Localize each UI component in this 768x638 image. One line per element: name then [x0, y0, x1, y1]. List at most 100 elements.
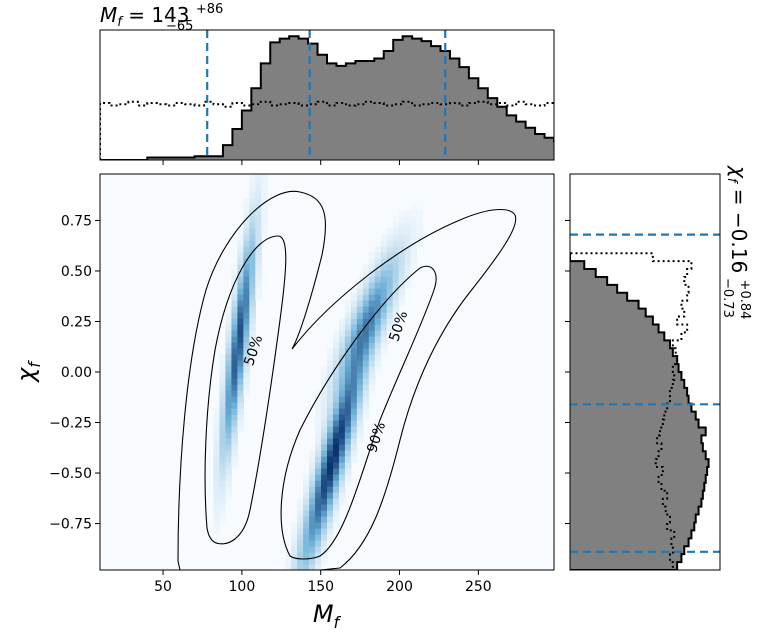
heatmap-cell — [332, 378, 340, 385]
heatmap-cell — [249, 228, 256, 235]
heatmap-cell — [237, 426, 244, 433]
heatmap-cell — [291, 528, 298, 535]
heatmap-cell — [237, 378, 244, 385]
heatmap-cell — [219, 498, 227, 505]
heatmap-cell — [303, 498, 310, 505]
heatmap-cell — [225, 486, 233, 493]
heatmap-cell — [321, 492, 328, 499]
heatmap-cell — [332, 522, 340, 529]
heatmap-cell — [332, 396, 340, 403]
heatmap-cell — [237, 252, 244, 259]
heatmap-cell — [410, 204, 418, 211]
heatmap-cell — [380, 294, 388, 301]
heatmap-cell — [362, 300, 370, 307]
heatmap-cell — [327, 360, 334, 367]
heatmap-cell — [303, 480, 310, 487]
right-posterior-fill — [570, 253, 709, 570]
heatmap-cell — [380, 264, 388, 271]
top-marginal-histogram — [100, 30, 554, 160]
heatmap-cell — [380, 324, 388, 331]
heatmap-cell — [332, 336, 340, 343]
heatmap-cell — [386, 306, 394, 313]
heatmap-cell — [213, 444, 221, 451]
heatmap-cell — [237, 228, 244, 235]
heatmap-cell — [321, 516, 328, 523]
heatmap-cell — [327, 384, 334, 391]
heatmap-cell — [315, 414, 322, 421]
heatmap-cell — [225, 354, 233, 361]
heatmap-cell — [213, 438, 221, 445]
heatmap-cell — [225, 390, 233, 397]
heatmap-cell — [392, 234, 400, 241]
heatmap-cell — [249, 294, 256, 301]
heatmap-cell — [231, 282, 238, 289]
heatmap-cell — [237, 402, 244, 409]
heatmap-cell — [219, 378, 227, 385]
heatmap-cell — [231, 402, 238, 409]
heatmap-cell — [255, 246, 262, 253]
heatmap-cell — [237, 420, 244, 427]
heatmap-cell — [321, 498, 328, 505]
heatmap-cell — [309, 480, 316, 487]
heatmap-cell — [255, 258, 262, 265]
heatmap-cell — [356, 420, 364, 427]
heatmap-cell — [213, 462, 221, 469]
heatmap-cell — [410, 216, 418, 223]
heatmap-cell — [380, 246, 388, 253]
heatmap-cell — [374, 282, 382, 289]
heatmap-cell — [309, 522, 316, 529]
heatmap-cell — [338, 354, 346, 361]
heatmap-cell — [303, 534, 310, 541]
x-tick-label: 150 — [307, 579, 334, 595]
heatmap-cell — [231, 306, 238, 313]
heatmap-cell — [315, 492, 322, 499]
heatmap-cell — [386, 276, 394, 283]
heatmap-cell — [219, 354, 227, 361]
heatmap-cell — [249, 276, 256, 283]
heatmap-cell — [225, 456, 233, 463]
heatmap-cell — [219, 408, 227, 415]
heatmap-cell — [219, 480, 227, 487]
heatmap-cell — [380, 240, 388, 247]
heatmap-cell — [297, 558, 304, 565]
heatmap-cell — [315, 540, 322, 547]
heatmap-cell — [386, 264, 394, 271]
heatmap-cell — [392, 318, 400, 325]
heatmap-cell — [231, 264, 238, 271]
heatmap-cell — [410, 246, 418, 253]
heatmap-cell — [291, 564, 298, 570]
heatmap-cell — [315, 474, 322, 481]
heatmap-cell — [321, 486, 328, 493]
heatmap-cell — [297, 522, 304, 529]
heatmap-cell — [255, 210, 262, 217]
heatmap-cell — [297, 516, 304, 523]
heatmap-cell — [249, 204, 256, 211]
heatmap-cell — [213, 420, 221, 427]
heatmap-cell — [380, 318, 388, 325]
heatmap-cell — [374, 336, 382, 343]
y-tick-label: −0.50 — [49, 466, 92, 482]
heatmap-cell — [261, 180, 268, 187]
heatmap-cell — [332, 486, 340, 493]
heatmap-cell — [255, 222, 262, 229]
heatmap-cell — [344, 432, 352, 439]
heatmap-cell — [338, 372, 346, 379]
heatmap-cell — [237, 354, 244, 361]
heatmap-cell — [344, 342, 352, 349]
heatmap-cell — [344, 312, 352, 319]
heatmap-cell — [338, 444, 346, 451]
heatmap-cell — [338, 336, 346, 343]
heatmap-cell — [243, 210, 250, 217]
heatmap-cell — [231, 432, 238, 439]
heatmap-cell — [362, 366, 370, 373]
heatmap-cell — [332, 372, 340, 379]
heatmap-cell — [350, 342, 358, 349]
heatmap-cell — [350, 288, 358, 295]
y-tick-label: 0.75 — [61, 213, 92, 229]
heatmap-cell — [327, 390, 334, 397]
heatmap-cell — [237, 324, 244, 331]
heatmap-cell — [297, 510, 304, 517]
heatmap-cell — [321, 420, 328, 427]
heatmap-cell — [231, 414, 238, 421]
heatmap-cell — [237, 264, 244, 271]
